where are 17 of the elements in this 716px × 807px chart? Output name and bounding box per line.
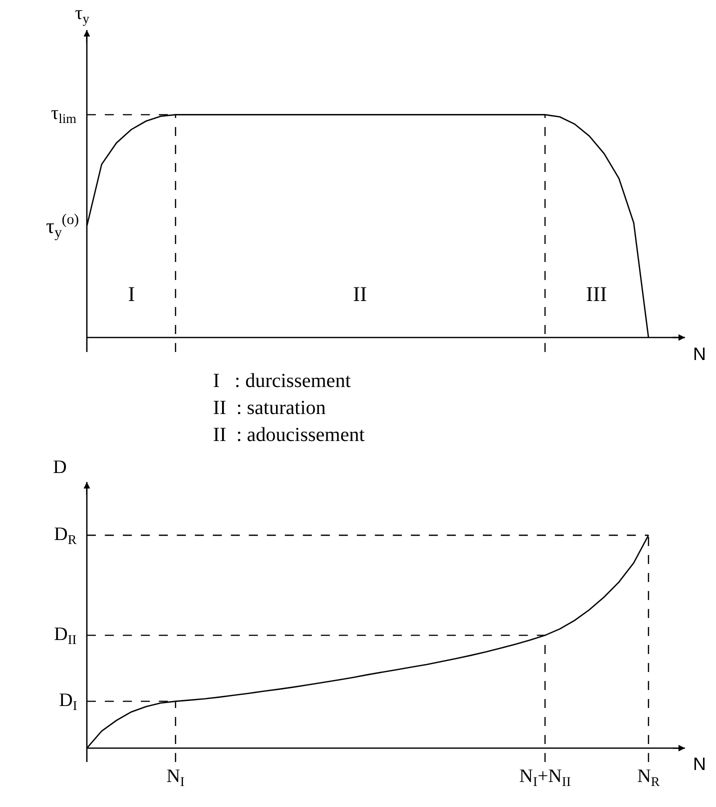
ref-line-label: D$_{II}$ — [54, 624, 77, 647]
text: I : durcissement — [213, 370, 352, 392]
text: II : saturation — [213, 397, 326, 419]
annotation: III — [586, 282, 607, 306]
x-axis-title: N — [693, 344, 706, 364]
y-axis-title: D — [53, 457, 67, 478]
ref-line-label: D$_{I}$ — [59, 690, 78, 713]
x-tick-label: N$_{I}$+N$_{II}$ — [519, 766, 571, 789]
x-tick-label: N$_{R}$ — [637, 766, 660, 789]
y-axis-title: τ$_{y}$ — [75, 3, 90, 26]
annotation: I — [128, 282, 135, 306]
x-tick-label: N$_{I}$ — [166, 766, 185, 789]
x-axis-title: N — [693, 754, 706, 774]
text: II : adoucissement — [213, 424, 366, 446]
ref-line-label: D$_{R}$ — [54, 524, 77, 547]
ref-line-label: τ$_{lim}$ — [51, 103, 78, 126]
annotation: II — [353, 282, 367, 306]
